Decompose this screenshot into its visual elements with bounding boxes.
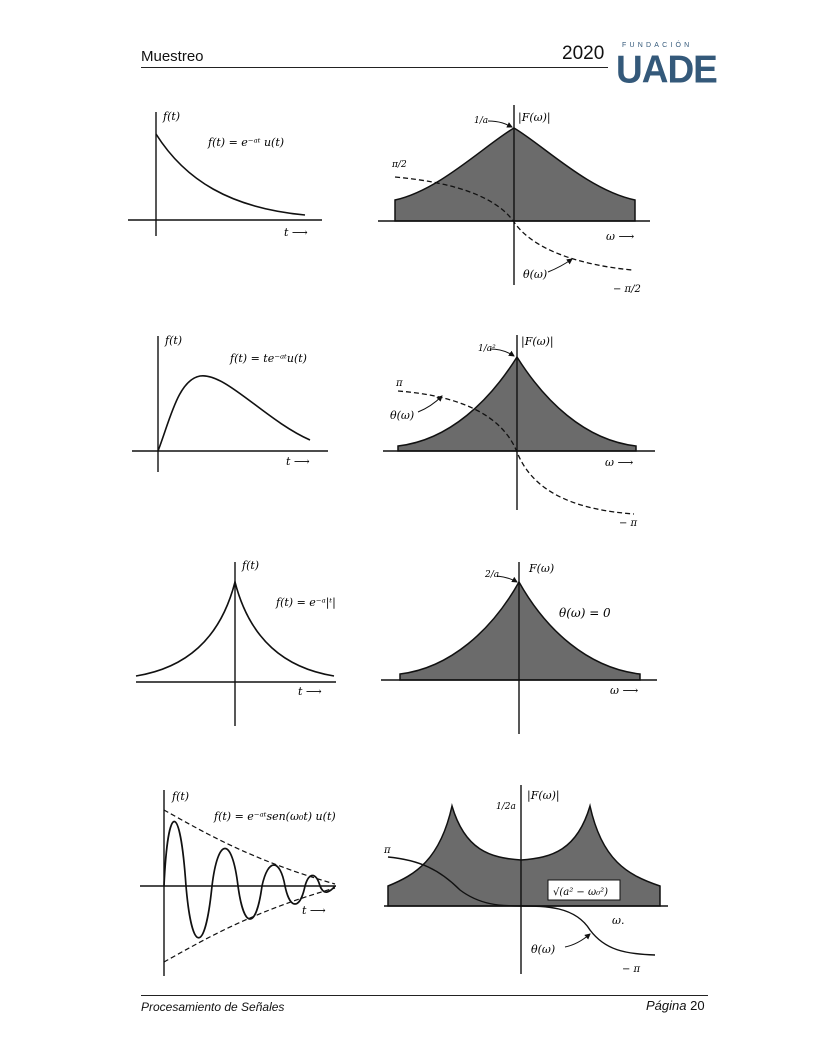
logo-foundation-text: FUNDACIÓN (622, 42, 693, 49)
two-sided-exp-curve (135, 578, 335, 677)
f4-time-axis-label: f(t) (171, 790, 189, 803)
footer-subject: Procesamiento de Señales (141, 1000, 285, 1014)
f1-omega-label: ω ⟶ (606, 230, 634, 243)
f4-phase-curve (387, 856, 656, 956)
f4-freq-axis-label: |F(ω)| (527, 789, 560, 803)
f1-peak-label: 1/a (474, 116, 488, 126)
f1-bottom-phase-label: − π/2 (613, 284, 641, 295)
f2-peak-label: 1/a² (478, 344, 496, 354)
footer-rule (141, 995, 708, 996)
f3-phase-label: θ(ω) = 0 (559, 606, 611, 620)
f2-omega-label: ω ⟶ (605, 456, 633, 469)
f3-time-axis-label: f(t) (241, 559, 259, 572)
f2-top-phase-label: π (395, 378, 403, 389)
f2-time-axis-label: f(t) (164, 334, 182, 347)
f4-peak-label: 1/2a (496, 802, 516, 812)
header-rule (141, 67, 608, 68)
footer-page: Página 20 (646, 998, 705, 1013)
f3-peak-label: 2/a (484, 570, 499, 580)
damped-sine-curve (163, 820, 336, 939)
f4-marker-label: √(a² − ω₀²) (553, 887, 608, 898)
f1-phase-curve (394, 176, 633, 271)
f3-omega-label: ω ⟶ (610, 684, 638, 697)
f1-freq-axis-label: |F(ω)| (518, 111, 551, 125)
f1-top-phase-label: π/2 (391, 160, 407, 170)
figure-2-time: f(t) f(t) = te⁻ᵃᵗu(t) t ⟶ (132, 334, 328, 472)
logo-uade-text: UADE (616, 48, 718, 92)
f2-freq-axis-label: |F(ω)| (521, 335, 554, 349)
figure-1-spectrum: |F(ω)| 1/a π/2 − π/2 θ(ω) ω ⟶ (378, 105, 650, 295)
f2-bottom-phase-label: − π (619, 518, 638, 529)
envelope-lower (163, 887, 336, 963)
f1-t-label: t ⟶ (284, 226, 308, 239)
f4-t-label: t ⟶ (302, 904, 326, 917)
exp-decay-curve (155, 133, 306, 216)
header-year: 2020 (562, 43, 605, 64)
f4-bottom-phase-label: − π (622, 964, 641, 975)
f3-time-formula: f(t) = e⁻ᵃ|ᵗ| (275, 596, 336, 610)
figure-4-time: f(t) f(t) = e⁻ᵃᵗsen(ω₀t) u(t) t ⟶ (140, 790, 336, 976)
f1-magnitude-fill (394, 127, 636, 222)
f4-time-formula: f(t) = e⁻ᵃᵗsen(ω₀t) u(t) (213, 810, 336, 823)
uade-logo: FUNDACIÓN UADE (614, 42, 718, 91)
f2-phase-label: θ(ω) (390, 409, 414, 422)
footer-page-label: Página (646, 998, 687, 1013)
f4-phase-label: θ(ω) (531, 943, 555, 956)
f1-phase-label: θ(ω) (523, 268, 547, 281)
f4-omega-label: ω. (612, 914, 624, 927)
f1-time-axis-label: f(t) (162, 110, 180, 123)
t-exp-curve (157, 375, 311, 452)
f2-time-formula: f(t) = te⁻ᵃᵗu(t) (229, 352, 307, 365)
f4-top-phase-label: π (383, 845, 391, 856)
figure-4-spectrum: √(a² − ω₀²) |F(ω)| 1/2a π − π θ(ω) ω. (383, 785, 668, 975)
figure-3-time: f(t) f(t) = e⁻ᵃ|ᵗ| t ⟶ (135, 559, 336, 726)
figure-1-time: f(t) f(t) = e⁻ᵃᵗ u(t) t ⟶ (128, 110, 322, 239)
f3-magnitude-fill (399, 580, 641, 681)
footer-page-number: 20 (690, 998, 705, 1013)
f3-freq-axis-label: F(ω) (528, 562, 554, 575)
f2-phase-curve (397, 390, 635, 515)
figure-2-spectrum: |F(ω)| 1/a² π − π θ(ω) ω ⟶ (383, 335, 655, 529)
figure-3-spectrum: F(ω) 2/a θ(ω) = 0 ω ⟶ (381, 562, 657, 734)
envelope-upper (163, 809, 336, 885)
f2-t-label: t ⟶ (286, 455, 310, 468)
header-title: Muestreo (141, 48, 204, 65)
f1-time-formula: f(t) = e⁻ᵃᵗ u(t) (207, 136, 284, 149)
f3-t-label: t ⟶ (298, 685, 322, 698)
